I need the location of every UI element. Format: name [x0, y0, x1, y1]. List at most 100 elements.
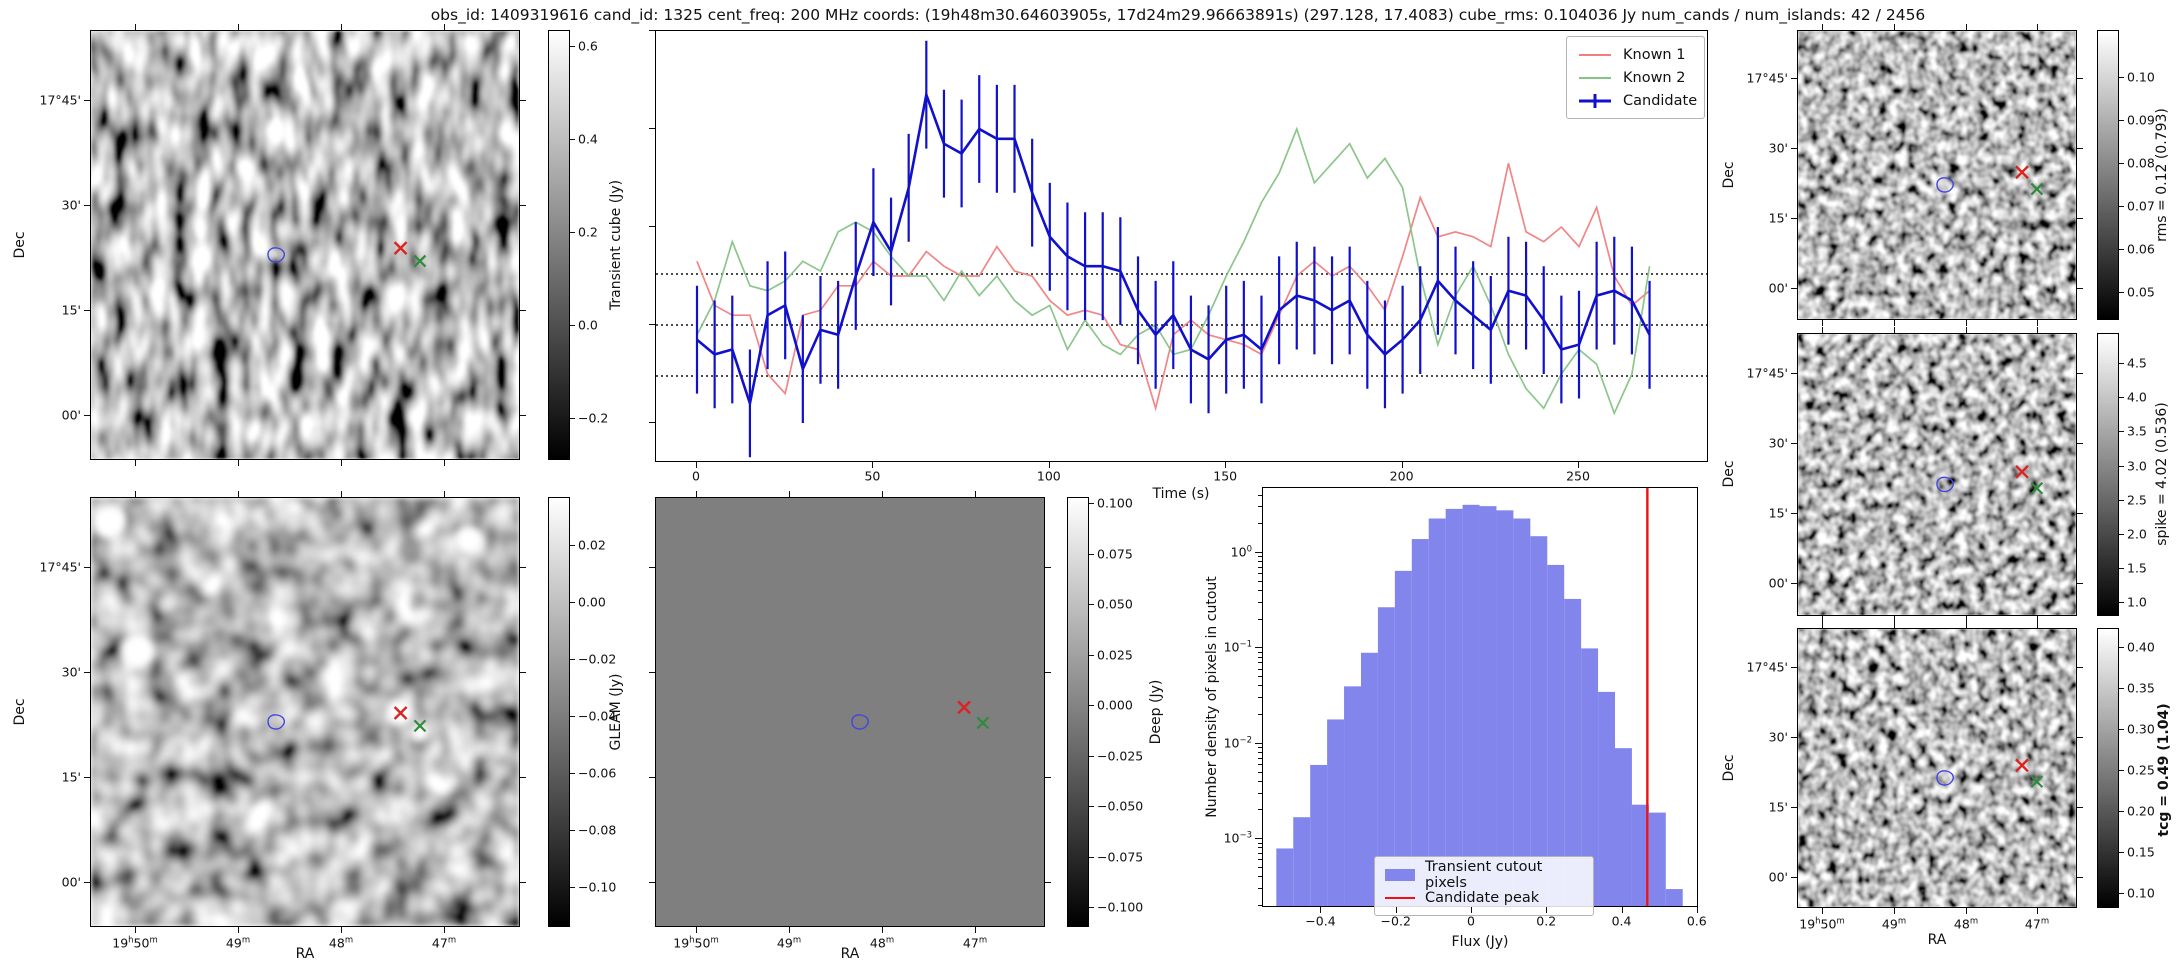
axis-tick: [1089, 705, 1094, 706]
axis-tick: [238, 460, 239, 466]
axis-tick: [1089, 554, 1094, 555]
axis-tick: [1966, 908, 1967, 914]
axis-tick: [1578, 462, 1579, 468]
axis-tick: [2077, 513, 2083, 514]
axis-tick: [2119, 568, 2124, 569]
dec-tick-label: 30': [1768, 140, 1788, 156]
dec-tick-label: 15': [1768, 505, 1788, 521]
axis-tick: [570, 46, 575, 47]
axis-tick: [135, 491, 136, 497]
axis-tick: [84, 567, 90, 568]
minor-tick: [1258, 561, 1262, 563]
axis-tick: [2077, 583, 2083, 584]
ra-tick-label: 48m: [869, 935, 895, 951]
spike-colorbar-label: spike = 4.02 (0.536): [2154, 402, 2170, 546]
axis-tick: [975, 927, 976, 933]
axis-tick: [1791, 877, 1797, 878]
axis-tick: [2037, 327, 2038, 333]
minor-tick: [1258, 685, 1262, 687]
minor-tick: [1258, 792, 1262, 794]
minor-tick: [1258, 676, 1262, 678]
axis-tick: [1255, 552, 1262, 553]
colorbar-tick-label: −0.08: [578, 822, 617, 838]
axis-tick: [84, 882, 90, 883]
axis-tick: [1894, 616, 1895, 622]
axis-tick: [135, 460, 136, 466]
known2-line-swatch: [1579, 76, 1611, 79]
axis-tick: [570, 232, 575, 233]
rms-cutout-image: [1797, 30, 2077, 320]
time-tick-label: 250: [1566, 468, 1590, 484]
transient-colorbar: [548, 30, 570, 460]
axis-tick: [882, 491, 883, 497]
axis-tick: [2119, 120, 2124, 121]
axis-tick: [2119, 729, 2124, 730]
axis-tick: [1089, 857, 1094, 858]
density-tick-label: 100: [1230, 544, 1252, 560]
axis-tick: [2119, 893, 2124, 894]
colorbar-tick-label: 0.20: [2127, 803, 2155, 819]
axis-tick: [520, 310, 526, 311]
axis-tick: [1791, 737, 1797, 738]
colorbar-tick-label: 2.0: [2127, 526, 2147, 542]
axis-tick: [2037, 616, 2038, 622]
axis-tick: [1966, 622, 1967, 628]
colorbar-tick-label: 0.100: [1097, 495, 1133, 511]
axis-tick: [84, 672, 90, 673]
axis-tick: [1089, 806, 1094, 807]
minor-tick: [1258, 852, 1262, 854]
histogram-legend: Transient cutout pixels Candidate peak: [1374, 856, 1594, 916]
flux-tick-label: −0.2: [1380, 913, 1411, 929]
flux-axis-label: Flux (Jy): [1451, 934, 1509, 950]
colorbar-tick-label: −0.10: [578, 879, 617, 895]
colorbar-tick-label: −0.050: [1097, 798, 1144, 814]
axis-tick: [341, 927, 342, 933]
known1-line-swatch: [1579, 53, 1611, 56]
colorbar-tick-label: 0.15: [2127, 844, 2155, 860]
axis-tick: [789, 927, 790, 933]
colorbar-tick-label: −0.06: [578, 765, 617, 781]
axis-tick: [1089, 503, 1094, 504]
axis-tick: [1791, 807, 1797, 808]
transient-colorbar-label: Transient cube (Jy): [608, 179, 624, 311]
minor-tick: [1258, 656, 1262, 658]
colorbar-tick-label: 0.00: [578, 594, 606, 610]
peak-line-swatch: [1385, 896, 1415, 899]
legend-item-candidate: Candidate: [1577, 89, 1697, 112]
axis-tick: [649, 226, 655, 227]
lightcurve-plot: [655, 30, 1708, 462]
axis-tick: [2119, 397, 2124, 398]
axis-tick: [2037, 24, 2038, 30]
spike-cutout-image: [1797, 333, 2077, 616]
axis-tick: [341, 491, 342, 497]
ra-tick-label: 49m: [1881, 916, 1907, 932]
axis-tick: [649, 128, 655, 129]
minor-tick: [1258, 757, 1262, 759]
colorbar-tick-label: 0.02: [578, 537, 606, 553]
dec-tick-label: 15': [61, 302, 81, 318]
colorbar-tick-label: −0.2: [578, 410, 609, 426]
axis-tick: [1791, 583, 1797, 584]
legend-label: Transient cutout pixels: [1425, 858, 1543, 891]
ra-tick-label: 47m: [2024, 916, 2050, 932]
axis-tick: [341, 24, 342, 30]
legend-item-candidate-peak: Candidate peak: [1385, 886, 1583, 909]
axis-tick: [84, 415, 90, 416]
axis-tick: [570, 887, 575, 888]
axis-tick: [520, 672, 526, 673]
axis-tick: [696, 927, 697, 933]
colorbar-tick-label: 0.10: [2127, 69, 2155, 85]
axis-tick: [2077, 807, 2083, 808]
axis-tick: [1966, 616, 1967, 622]
axis-tick: [1894, 327, 1895, 333]
axis-tick: [1822, 616, 1823, 622]
axis-tick: [1966, 24, 1967, 30]
dec-axis-label: Dec: [12, 231, 28, 259]
dec-axis-label: Dec: [12, 698, 28, 726]
minor-tick: [1258, 651, 1262, 653]
axis-tick: [2119, 534, 2124, 535]
minor-tick: [1258, 866, 1262, 868]
colorbar-tick-label: 0.09: [2127, 112, 2155, 128]
ra-tick-label: 49m: [225, 935, 251, 951]
axis-tick: [1822, 24, 1823, 30]
